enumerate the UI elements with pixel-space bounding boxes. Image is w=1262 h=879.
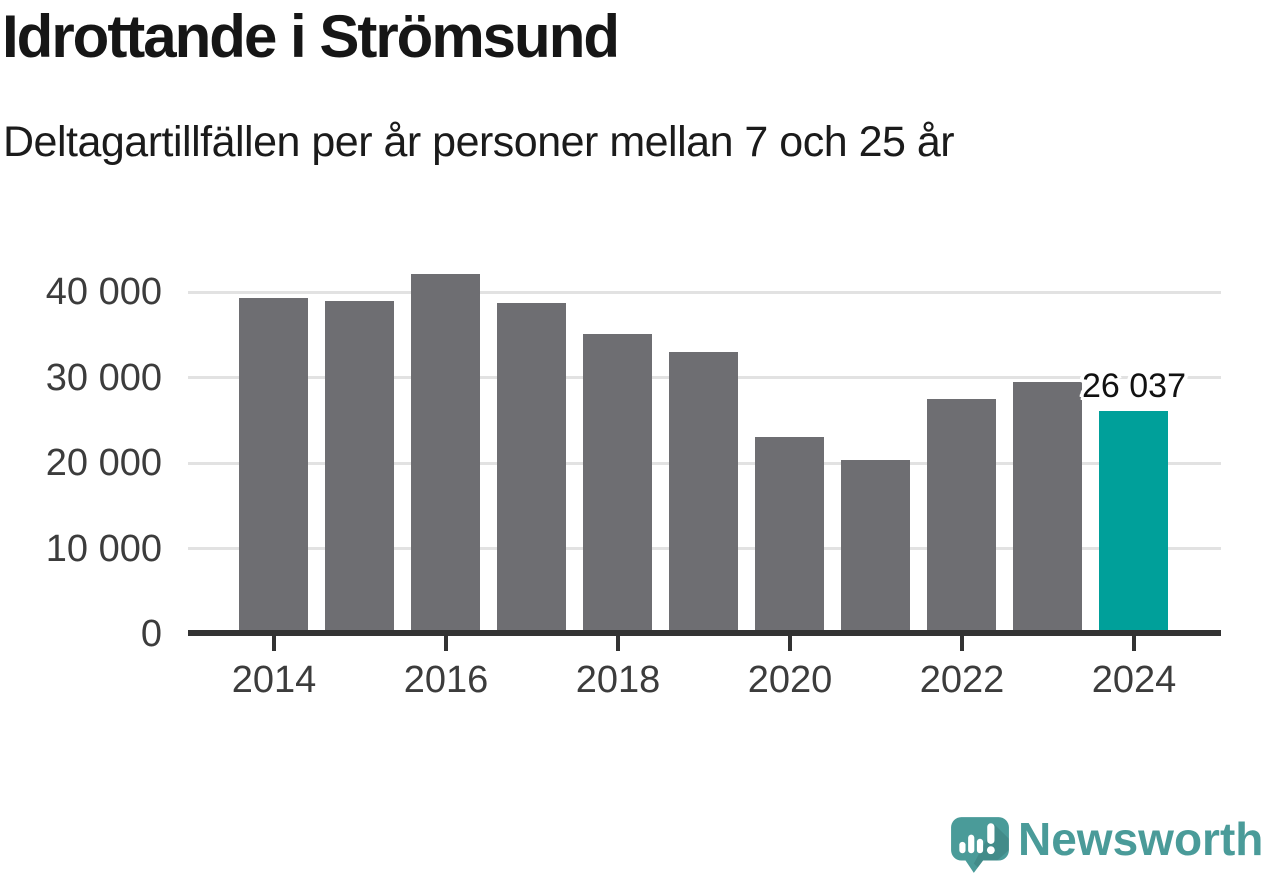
x-axis-tick-2016 bbox=[444, 636, 448, 651]
x-axis-line bbox=[188, 630, 1221, 636]
bar-2022 bbox=[927, 399, 996, 636]
x-axis-label-2018: 2018 bbox=[575, 659, 661, 701]
bar-2015 bbox=[325, 301, 394, 636]
bar-value-annotation: 26 037 bbox=[1082, 367, 1186, 405]
x-axis-label-2016: 2016 bbox=[403, 659, 489, 701]
x-axis-label-2020: 2020 bbox=[747, 659, 833, 701]
x-axis-tick-2020 bbox=[788, 636, 792, 651]
x-axis-tick-2018 bbox=[616, 636, 620, 651]
bar-2016 bbox=[411, 274, 480, 636]
y-axis-label-40000: 40 000 bbox=[45, 271, 162, 313]
bar-2017 bbox=[497, 303, 566, 636]
bar-2021 bbox=[841, 460, 910, 636]
x-axis-tick-2024 bbox=[1132, 636, 1136, 651]
y-axis-label-10000: 10 000 bbox=[45, 528, 162, 570]
chart-subtitle: Deltagartillfällen per år personer mella… bbox=[3, 118, 955, 166]
bar-2024 bbox=[1099, 411, 1168, 636]
y-axis-label-30000: 30 000 bbox=[45, 357, 162, 399]
x-axis-label-2024: 2024 bbox=[1091, 659, 1177, 701]
x-axis-label-2022: 2022 bbox=[919, 659, 1005, 701]
bar-2019 bbox=[669, 352, 738, 636]
x-axis-label-2014: 2014 bbox=[231, 659, 317, 701]
chart-title: Idrottande i Strömsund bbox=[2, 3, 620, 70]
y-axis-label-20000: 20 000 bbox=[45, 442, 162, 484]
x-axis-tick-2014 bbox=[272, 636, 276, 651]
bar-2014 bbox=[239, 298, 308, 636]
gridline-40000 bbox=[188, 290, 1221, 294]
bar-2020 bbox=[755, 437, 824, 636]
y-axis-label-0: 0 bbox=[140, 613, 162, 655]
x-axis-tick-2022 bbox=[960, 636, 964, 651]
bar-2023 bbox=[1013, 382, 1082, 636]
newsworthy-logo-icon bbox=[951, 817, 1009, 873]
newsworthy-logo-text: Newsworthy bbox=[1018, 813, 1262, 865]
bar-2018 bbox=[583, 334, 652, 636]
